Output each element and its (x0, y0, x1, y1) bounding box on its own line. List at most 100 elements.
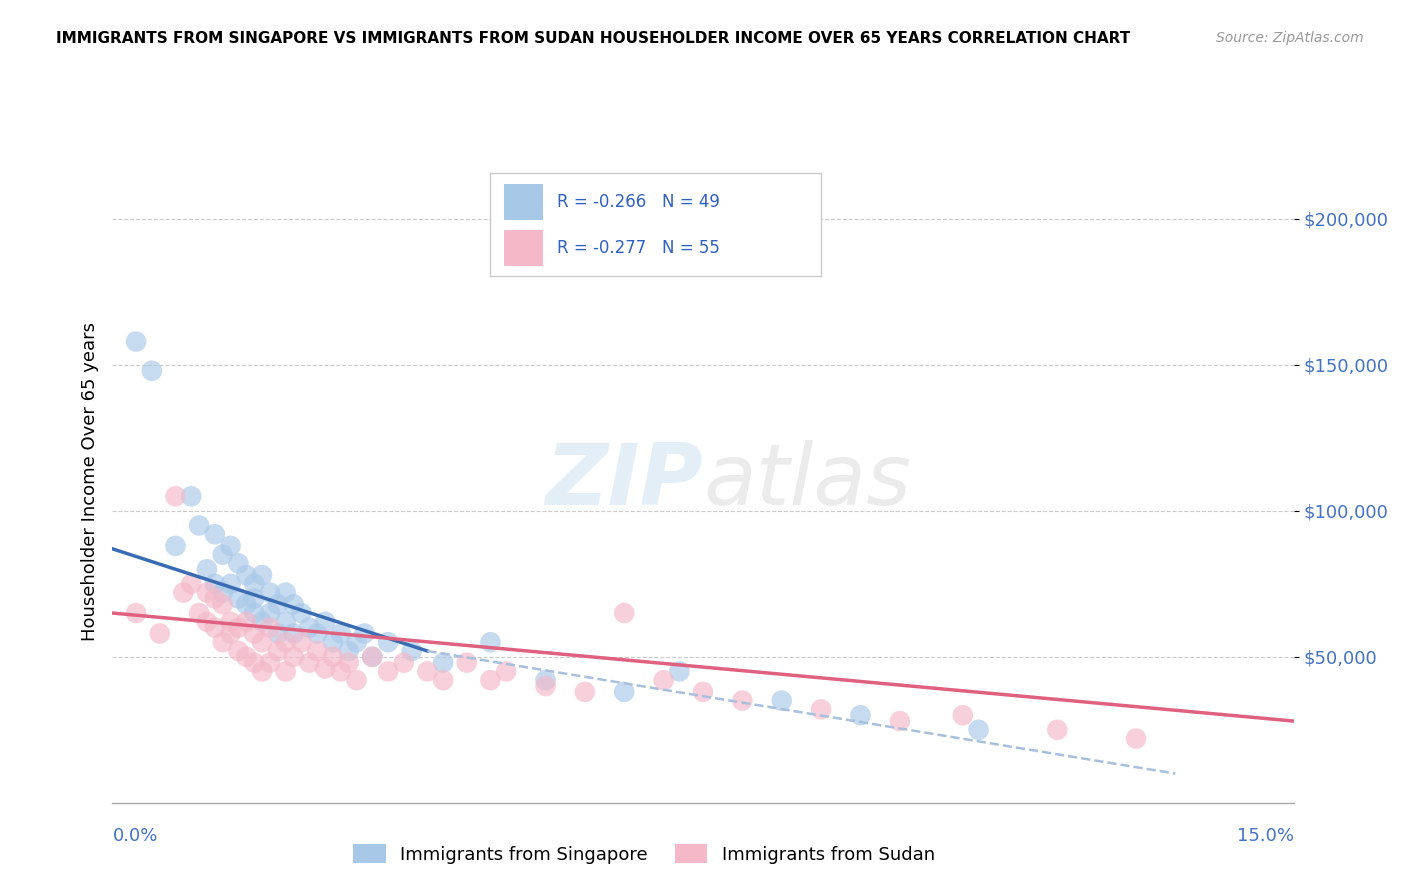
Point (401, 644, 423, 658)
Point (250, 665, 273, 679)
Point (235, 615, 257, 629)
Point (259, 606, 281, 620)
Point (353, 626, 375, 640)
Point (250, 568, 273, 582)
Point (125, 606, 148, 620)
Point (283, 597, 305, 611)
Point (668, 665, 690, 679)
Point (219, 539, 242, 553)
Point (235, 568, 257, 582)
Text: atlas: atlas (703, 440, 911, 524)
Point (361, 649, 384, 664)
Point (228, 591, 250, 606)
Point (432, 656, 454, 670)
Point (228, 644, 250, 658)
Point (692, 685, 714, 699)
Text: IMMIGRANTS FROM SINGAPORE VS IMMIGRANTS FROM SUDAN HOUSEHOLDER INCOME OVER 65 YE: IMMIGRANTS FROM SINGAPORE VS IMMIGRANTS … (56, 31, 1130, 46)
Legend: Immigrants from Singapore, Immigrants from Sudan: Immigrants from Singapore, Immigrants fr… (346, 837, 942, 871)
Point (770, 693, 793, 707)
Point (731, 693, 754, 707)
Point (337, 644, 360, 658)
Point (479, 673, 502, 688)
Point (1125, 731, 1147, 746)
Point (188, 606, 211, 620)
Point (204, 621, 226, 635)
Point (613, 606, 636, 620)
Point (204, 591, 226, 606)
Point (149, 626, 172, 640)
Point (267, 626, 290, 640)
Text: 0.0%: 0.0% (112, 828, 157, 846)
Point (534, 673, 557, 688)
Text: 15.0%: 15.0% (1236, 828, 1294, 846)
Point (307, 644, 329, 658)
Point (346, 673, 368, 688)
Point (180, 489, 202, 503)
Point (250, 635, 273, 649)
Point (283, 626, 305, 640)
Point (274, 665, 297, 679)
Point (141, 364, 163, 378)
Point (329, 626, 352, 640)
Point (180, 577, 202, 591)
Point (392, 656, 415, 670)
Point (243, 626, 266, 640)
Point (165, 539, 187, 553)
Point (416, 665, 439, 679)
Point (1046, 723, 1069, 737)
Point (479, 635, 502, 649)
Point (228, 557, 250, 571)
Point (259, 621, 281, 635)
Point (574, 685, 596, 699)
Point (259, 585, 281, 599)
Point (290, 606, 312, 620)
Point (235, 649, 257, 664)
Point (211, 548, 233, 562)
Point (377, 665, 399, 679)
Point (228, 621, 250, 635)
Point (283, 649, 305, 664)
Point (889, 714, 911, 728)
Point (211, 597, 233, 611)
Point (290, 635, 312, 649)
Point (314, 615, 336, 629)
Point (243, 577, 266, 591)
Point (219, 626, 242, 640)
Point (259, 656, 281, 670)
Text: Source: ZipAtlas.com: Source: ZipAtlas.com (1216, 31, 1364, 45)
Point (204, 527, 226, 541)
Point (652, 673, 675, 688)
Point (235, 597, 257, 611)
Point (243, 591, 266, 606)
Point (298, 656, 321, 670)
Point (329, 665, 352, 679)
Point (125, 334, 148, 349)
Point (495, 665, 517, 679)
Point (377, 635, 399, 649)
Point (267, 597, 290, 611)
Point (534, 679, 557, 693)
Point (456, 656, 478, 670)
Point (165, 489, 187, 503)
Point (298, 621, 321, 635)
Point (361, 649, 384, 664)
Point (195, 585, 218, 599)
Point (274, 635, 297, 649)
Point (211, 635, 233, 649)
Point (274, 585, 297, 599)
Point (432, 673, 454, 688)
Point (967, 723, 990, 737)
Point (195, 615, 218, 629)
Point (172, 585, 194, 599)
Point (211, 585, 233, 599)
Point (219, 615, 242, 629)
Point (613, 685, 636, 699)
Point (322, 649, 344, 664)
Point (810, 702, 832, 716)
Point (243, 606, 266, 620)
Y-axis label: Householder Income Over 65 years: Householder Income Over 65 years (80, 322, 98, 641)
Point (274, 615, 297, 629)
Point (849, 708, 872, 723)
Point (346, 635, 368, 649)
Point (952, 708, 974, 723)
